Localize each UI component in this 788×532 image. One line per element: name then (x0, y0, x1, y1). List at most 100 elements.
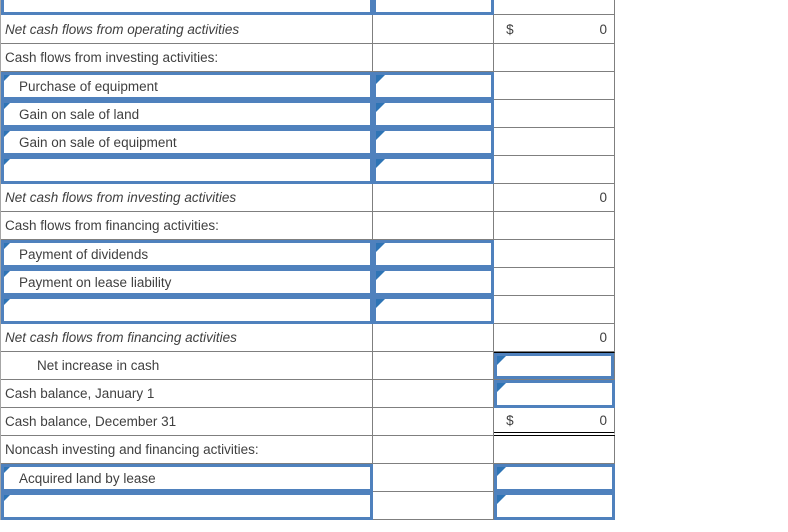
amount-input-cell[interactable] (373, 240, 495, 268)
input-marker-icon (376, 299, 386, 308)
input-marker-icon (376, 271, 386, 280)
row-label: Cash balance, December 31 (1, 408, 374, 436)
row-label: Net cash flows from operating activities (1, 15, 374, 44)
table-row: Net increase in cash (1, 352, 616, 380)
input-marker-icon (4, 75, 10, 81)
currency-symbol: $ (506, 21, 514, 37)
table-row: Gain on sale of equipment (1, 128, 615, 156)
table-row: Noncash investing and financing activiti… (1, 436, 615, 464)
empty-cell (373, 212, 495, 240)
empty-cell (373, 44, 495, 72)
label-select-cell[interactable] (1, 156, 374, 184)
empty-cell (494, 268, 615, 296)
input-marker-icon (4, 495, 10, 501)
table-row: Cash flows from investing activities: (1, 44, 615, 72)
table-row: Net cash flows from operating activities… (1, 15, 615, 44)
amount-input-cell[interactable] (373, 296, 495, 324)
label-select-cell[interactable]: Payment of dividends (1, 240, 374, 268)
amount-input-cell[interactable] (373, 128, 495, 156)
label-select-cell[interactable]: Acquired land by lease (1, 464, 374, 492)
currency-symbol: $ (506, 412, 514, 428)
label-select-cell[interactable]: Purchase of equipment (1, 72, 374, 100)
empty-cell (494, 156, 615, 184)
label-input-cell[interactable] (1, 0, 374, 15)
table-row: Net cash flows from investing activities… (1, 184, 615, 212)
input-marker-icon (497, 356, 507, 365)
row-label-text: Net cash flows from operating activities (5, 21, 240, 37)
section-header: Cash flows from investing activities: (1, 44, 374, 72)
table-row: Purchase of equipment (1, 72, 615, 100)
label-select-cell[interactable]: Payment on lease liability (1, 268, 374, 296)
amount-value: 0 (599, 190, 607, 205)
input-marker-icon (4, 271, 10, 277)
table-row: Cash balance, January 1 (1, 380, 615, 408)
empty-cell (373, 184, 495, 212)
input-marker-icon (4, 131, 10, 137)
amount-cell (494, 0, 615, 15)
empty-cell (494, 128, 615, 156)
empty-cell (373, 408, 495, 436)
input-marker-icon (376, 131, 386, 140)
input-marker-icon (497, 495, 507, 504)
line-item-label: Purchase of equipment (19, 78, 158, 94)
amount-input-cell[interactable] (373, 72, 495, 100)
label-select-cell[interactable]: Gain on sale of land (1, 100, 374, 128)
table-row: Net cash flows from financing activities… (1, 324, 615, 352)
empty-cell (494, 296, 615, 324)
label-select-cell[interactable]: Gain on sale of equipment (1, 128, 374, 156)
table-row: Payment of dividends (1, 240, 615, 268)
empty-cell (494, 240, 615, 268)
section-header: Noncash investing and financing activiti… (1, 436, 374, 464)
amount-value: 0 (599, 21, 607, 37)
row-label: Net increase in cash (1, 352, 374, 380)
section-header: Cash flows from financing activities: (1, 212, 374, 240)
row-label-text: Cash balance, January 1 (5, 386, 155, 401)
input-marker-icon (497, 467, 507, 476)
amount-value: 0 (599, 412, 607, 428)
table-row: Cash flows from financing activities: (1, 212, 615, 240)
table-row: Cash balance, December 31 $ 0 (1, 408, 615, 436)
empty-cell (373, 464, 495, 492)
line-item-label: Payment of dividends (19, 246, 149, 262)
empty-cell (494, 100, 615, 128)
row-label-text: Net increase in cash (37, 358, 160, 373)
amount-input-cell[interactable] (373, 100, 495, 128)
spreadsheet-grid: Net cash flows from operating activities… (0, 0, 616, 520)
amount-input-cell[interactable] (494, 352, 616, 380)
input-marker-icon (4, 159, 10, 165)
amount-input-cell[interactable] (373, 268, 495, 296)
label-select-cell[interactable] (1, 492, 374, 520)
line-item-label: Payment on lease liability (19, 274, 172, 290)
row-label: Cash balance, January 1 (1, 380, 374, 408)
row-label: Net cash flows from financing activities (1, 324, 374, 352)
input-marker-icon (376, 159, 386, 168)
table-row (1, 296, 615, 324)
empty-cell (494, 436, 615, 464)
table-row (1, 0, 615, 15)
input-marker-icon (376, 75, 386, 84)
row-label: Net cash flows from investing activities (1, 184, 374, 212)
label-select-cell[interactable] (1, 296, 374, 324)
empty-cell (373, 380, 495, 408)
table-row: Gain on sale of land (1, 100, 615, 128)
table-row: Payment on lease liability (1, 268, 615, 296)
empty-cell (494, 212, 615, 240)
amount-input-cell[interactable] (373, 156, 495, 184)
amount-value: 0 (599, 330, 607, 345)
amount-input-cell[interactable] (494, 492, 615, 520)
empty-cell (373, 15, 495, 44)
input-marker-icon (376, 243, 386, 252)
table-row (1, 492, 615, 520)
table-row: Acquired land by lease (1, 464, 615, 492)
input-box[interactable] (494, 353, 615, 379)
amount-input-cell[interactable] (373, 0, 495, 15)
line-item-label: Gain on sale of land (19, 106, 140, 122)
empty-cell (373, 352, 495, 380)
input-marker-icon (4, 467, 10, 473)
empty-cell (373, 324, 495, 352)
input-marker-icon (497, 383, 507, 392)
amount-input-cell[interactable] (494, 380, 615, 408)
amount-input-cell[interactable] (494, 464, 615, 492)
row-label-text: Net cash flows from investing activities (5, 190, 237, 205)
computed-amount-cell: $ 0 (494, 15, 615, 44)
